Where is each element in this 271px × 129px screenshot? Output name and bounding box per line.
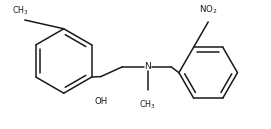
Text: N: N: [144, 62, 151, 71]
Text: OH: OH: [94, 97, 108, 106]
Text: CH$_3$: CH$_3$: [12, 5, 29, 17]
Text: NO$_2$: NO$_2$: [199, 4, 218, 16]
Text: CH$_3$: CH$_3$: [139, 98, 156, 111]
